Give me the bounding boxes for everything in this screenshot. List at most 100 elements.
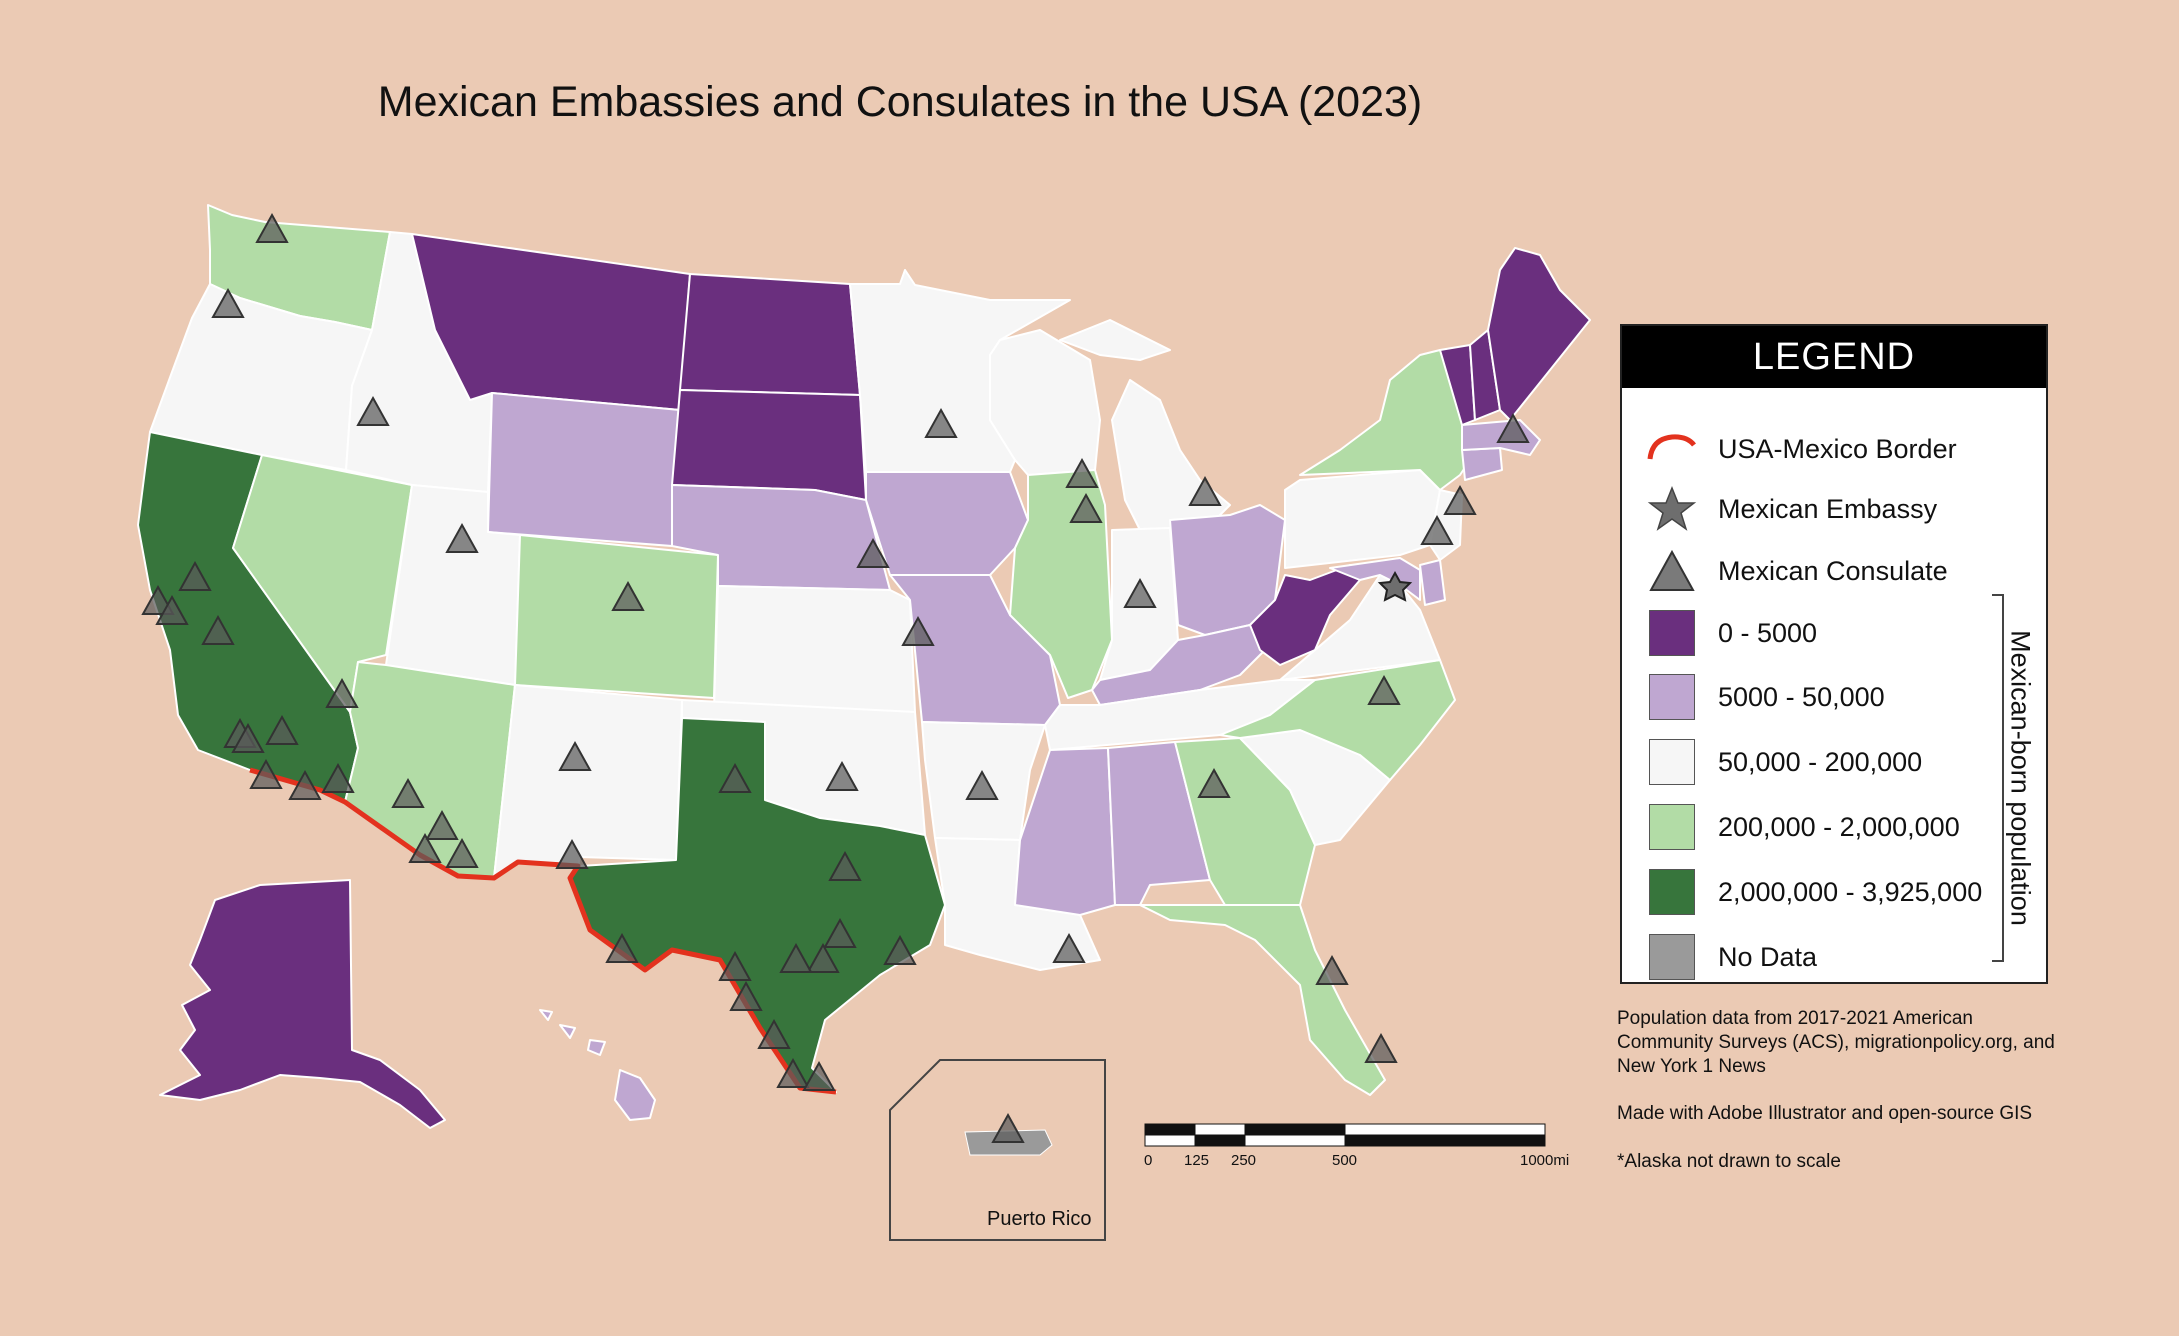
consulate-triangle-icon xyxy=(729,980,763,1011)
scale-tick-label: 125 xyxy=(1184,1152,1210,1169)
consulate-triangle-icon xyxy=(201,614,235,645)
consulate-triangle-icon xyxy=(265,714,299,745)
legend-item-bin-4: 200,000 - 2,000,000 xyxy=(1622,802,1960,852)
state-PA xyxy=(1284,469,1441,569)
legend-bracket xyxy=(1992,594,2004,962)
consulate-triangle-icon xyxy=(611,580,645,611)
legend-item-bin-2: 5000 - 50,000 xyxy=(1622,672,1885,722)
legend-label: 5000 - 50,000 xyxy=(1718,681,1885,712)
consulate-triangle-icon xyxy=(965,769,999,800)
consulate-triangle-icon xyxy=(776,1057,810,1088)
consulate-markers xyxy=(141,212,1530,1143)
consulate-triangle-icon xyxy=(901,615,935,646)
consulate-triangle-icon xyxy=(445,837,479,868)
puerto-rico-label: Puerto Rico xyxy=(987,1208,1092,1230)
consulate-triangle-icon xyxy=(1123,577,1157,608)
consulate-triangle-icon xyxy=(178,560,212,591)
consulate-triangle-icon xyxy=(825,760,859,791)
state-ND xyxy=(679,273,861,396)
consulate-triangle-icon xyxy=(828,850,862,881)
consulate-triangle-icon xyxy=(391,777,425,808)
consulate-triangle-icon xyxy=(718,762,752,793)
state-FL xyxy=(1139,904,1386,1096)
legend-label: USA-Mexico Border xyxy=(1718,433,1957,464)
star-icon xyxy=(1647,485,1697,531)
legend-item-no-data: No Data xyxy=(1622,932,1817,982)
consulate-triangle-icon xyxy=(558,740,592,771)
alaska-note: *Alaska not drawn to scale xyxy=(1617,1151,1841,1172)
swatch-bin-5 xyxy=(1649,869,1695,915)
state-HI xyxy=(539,1009,656,1121)
consulate-triangle-icon xyxy=(1188,475,1222,506)
state-IA xyxy=(865,471,1029,576)
state-AK xyxy=(159,879,446,1129)
consulate-triangle-icon xyxy=(991,1112,1025,1143)
consulate-triangle-icon xyxy=(806,942,840,973)
embassy-star-icon xyxy=(1377,570,1413,602)
consulate-triangle-icon xyxy=(1420,514,1454,545)
sources-note: Population data from 2017-2021 American … xyxy=(1617,1008,2055,1077)
consulate-triangle-icon xyxy=(1065,457,1099,488)
legend-population-label: Mexican-born population xyxy=(2005,630,2036,926)
consulate-triangle-icon xyxy=(356,395,390,426)
legend-label: 2,000,000 - 3,925,000 xyxy=(1718,876,1983,907)
consulate-triangle-icon xyxy=(779,942,813,973)
state-CO xyxy=(514,534,719,699)
legend-label: 200,000 - 2,000,000 xyxy=(1718,811,1960,842)
consulate-triangle-icon xyxy=(823,917,857,948)
legend-label: 0 - 5000 xyxy=(1718,617,1818,648)
legend-label: Mexican Embassy xyxy=(1718,493,1938,524)
state-ME xyxy=(1487,247,1591,421)
consulate-triangle-icon xyxy=(445,522,479,553)
consulate-triangle-icon xyxy=(425,809,459,840)
legend-item-border: USA-Mexico Border xyxy=(1622,424,1957,474)
scale-tick-label: 250 xyxy=(1231,1152,1257,1169)
consulate-triangle-icon xyxy=(1364,1032,1398,1063)
legend-item-bin-1: 0 - 5000 xyxy=(1622,608,1817,658)
legend-item-bin-3: 50,000 - 200,000 xyxy=(1622,737,1922,787)
border-line-icon xyxy=(1647,434,1696,460)
consulate-triangle-icon xyxy=(555,838,589,869)
state-WY xyxy=(487,392,681,547)
scale-tick-label: 500 xyxy=(1332,1152,1358,1169)
legend-item-embassy: Mexican Embassy xyxy=(1622,484,1937,534)
swatch-no-data xyxy=(1649,934,1695,980)
scale-bar xyxy=(1144,1123,1546,1147)
consulate-triangle-icon xyxy=(325,677,359,708)
scale-tick-label: 1000mi xyxy=(1520,1152,1570,1169)
state-DE xyxy=(1419,559,1446,606)
state-MD xyxy=(1329,557,1421,601)
scale-tick-label: 0 xyxy=(1144,1152,1153,1169)
legend-label: Mexican Consulate xyxy=(1718,555,1948,586)
consulate-triangle-icon xyxy=(1197,767,1231,798)
consulate-triangle-icon xyxy=(883,934,917,965)
consulate-triangle-icon xyxy=(1496,412,1530,443)
swatch-bin-1 xyxy=(1649,610,1695,656)
consulate-triangle-icon xyxy=(155,594,189,625)
state-CT xyxy=(1461,447,1503,481)
swatch-bin-2 xyxy=(1649,674,1695,720)
state-KS xyxy=(713,585,916,713)
consulate-triangle-icon xyxy=(211,287,245,318)
consulate-triangle-icon xyxy=(718,950,752,981)
consulate-triangle-icon xyxy=(231,722,265,753)
swatch-bin-4 xyxy=(1649,804,1695,850)
consulate-triangle-icon xyxy=(255,212,289,243)
legend-label: No Data xyxy=(1718,941,1818,972)
state-NM xyxy=(493,684,683,879)
consulate-triangle-icon xyxy=(1069,492,1103,523)
consulate-triangle-icon xyxy=(249,758,283,789)
consulate-triangle-icon xyxy=(288,769,322,800)
state-MI xyxy=(1059,319,1231,531)
tools-note: Made with Adobe Illustrator and open-sou… xyxy=(1617,1103,2033,1124)
state-NY xyxy=(1299,349,1471,491)
puerto-rico-inset-frame xyxy=(889,1059,1106,1241)
legend-label: 50,000 - 200,000 xyxy=(1718,746,1923,777)
swatch-bin-3 xyxy=(1649,739,1695,785)
consulate-triangle-icon xyxy=(924,407,958,438)
state-SD xyxy=(671,389,867,501)
consulate-triangle-icon xyxy=(757,1018,791,1049)
consulate-triangle-icon xyxy=(1443,484,1477,515)
consulate-triangle-icon xyxy=(1315,954,1349,985)
